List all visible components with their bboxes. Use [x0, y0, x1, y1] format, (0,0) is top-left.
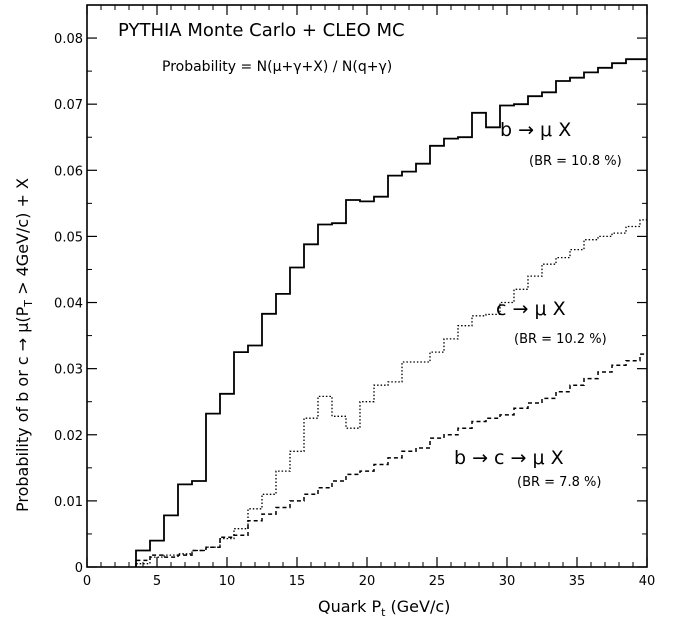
y-tick-label: 0.06 — [54, 164, 83, 179]
ticks-layer: 0 5 10 15 20 25 30 35 40 0 0.01 0.02 0.03 0.04 0.05 0.0… — [54, 5, 655, 589]
y-axis-label-tail: > 4GeV/c) + X — [13, 178, 32, 300]
x-tick-label: 15 — [289, 574, 306, 589]
br-c-to-mu: (BR = 10.2 %) — [514, 332, 607, 347]
y-tick-label: 0.05 — [54, 230, 83, 245]
series-line-c-to-mu — [135, 219, 647, 567]
x-tick-label: 20 — [359, 574, 376, 589]
chart-subtitle: Probability = N(μ+γ+X) / N(q+γ) — [162, 59, 392, 75]
y-axis-label-main: Probability of b or c → μ(P — [13, 306, 32, 512]
chart-title: PYTHIA Monte Carlo + CLEO MC — [118, 20, 405, 41]
x-tick-label: 30 — [499, 574, 516, 589]
y-tick-label: 0.08 — [54, 32, 83, 47]
y-tick-label: 0 — [75, 561, 83, 576]
y-axis-label: Probability of b or c → μ(PT > 4GeV/c) +… — [13, 178, 35, 512]
series-layer — [135, 58, 647, 567]
y-axis-label-sub: T — [22, 300, 35, 308]
series-line-b-to-mu — [135, 58, 647, 567]
x-axis-label-main: Quark P — [318, 597, 381, 616]
br-b-to-c-to-mu: (BR = 7.8 %) — [517, 475, 601, 490]
x-tick-label: 35 — [569, 574, 586, 589]
x-tick-label: 40 — [639, 574, 656, 589]
y-tick-label: 0.07 — [54, 98, 83, 113]
y-tick-label: 0.01 — [54, 495, 83, 510]
x-tick-label: 0 — [83, 574, 91, 589]
x-tick-label: 25 — [429, 574, 446, 589]
y-tick-label: 0.04 — [54, 297, 83, 312]
x-tick-label: 10 — [219, 574, 236, 589]
label-c-to-mu: c → μ X — [496, 298, 566, 320]
x-tick-label: 5 — [153, 574, 161, 589]
y-tick-label: 0.02 — [54, 429, 83, 444]
y-tick-label: 0.03 — [54, 363, 83, 378]
x-axis-label-tail: (GeV/c) — [385, 597, 450, 616]
label-b-to-c-to-mu: b → c → μ X — [454, 447, 564, 469]
series-line-b-to-c-to-mu — [135, 353, 647, 567]
br-b-to-mu: (BR = 10.8 %) — [529, 154, 622, 169]
x-axis-label-sub: t — [381, 606, 386, 619]
x-axis-label: Quark Pt (GeV/c) — [318, 597, 450, 619]
label-b-to-mu: b → μ X — [500, 119, 571, 141]
